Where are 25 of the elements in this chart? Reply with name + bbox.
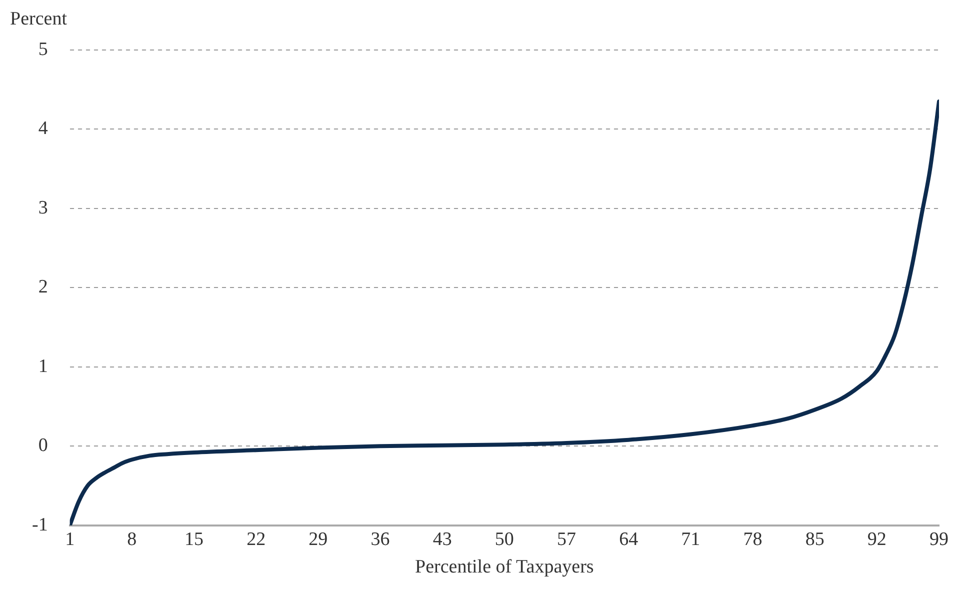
x-tick-label: 22	[246, 528, 266, 550]
y-tick-label: 3	[38, 197, 48, 218]
x-axis-title: Percentile of Taxpayers	[415, 556, 594, 578]
x-tick-label: 85	[805, 528, 824, 550]
x-tick-label: 1	[65, 528, 75, 550]
x-tick-label: 8	[127, 528, 137, 550]
x-tick-label: 36	[370, 528, 390, 550]
y-tick-label: 4	[38, 118, 48, 140]
x-tick-label: 15	[184, 528, 204, 550]
y-tick-label: -1	[32, 514, 48, 536]
y-tick-label: 2	[38, 276, 48, 298]
x-tick-label: 64	[619, 528, 639, 550]
y-tick-label: 0	[38, 435, 48, 456]
x-tick-label: 57	[556, 528, 576, 550]
x-tick-label: 71	[681, 528, 700, 550]
y-axis-title: Percent	[10, 8, 68, 30]
y-tick-label: 1	[38, 356, 48, 377]
x-tick-label: 29	[308, 528, 328, 550]
x-tick-label: 50	[494, 528, 514, 550]
x-tick-label: 99	[930, 528, 948, 550]
x-tick-label: 43	[432, 528, 452, 550]
x-tick-label: 92	[867, 528, 886, 550]
line-series	[70, 100, 939, 526]
y-tick-label: 5	[38, 38, 48, 60]
x-tick-label: 78	[743, 528, 762, 550]
